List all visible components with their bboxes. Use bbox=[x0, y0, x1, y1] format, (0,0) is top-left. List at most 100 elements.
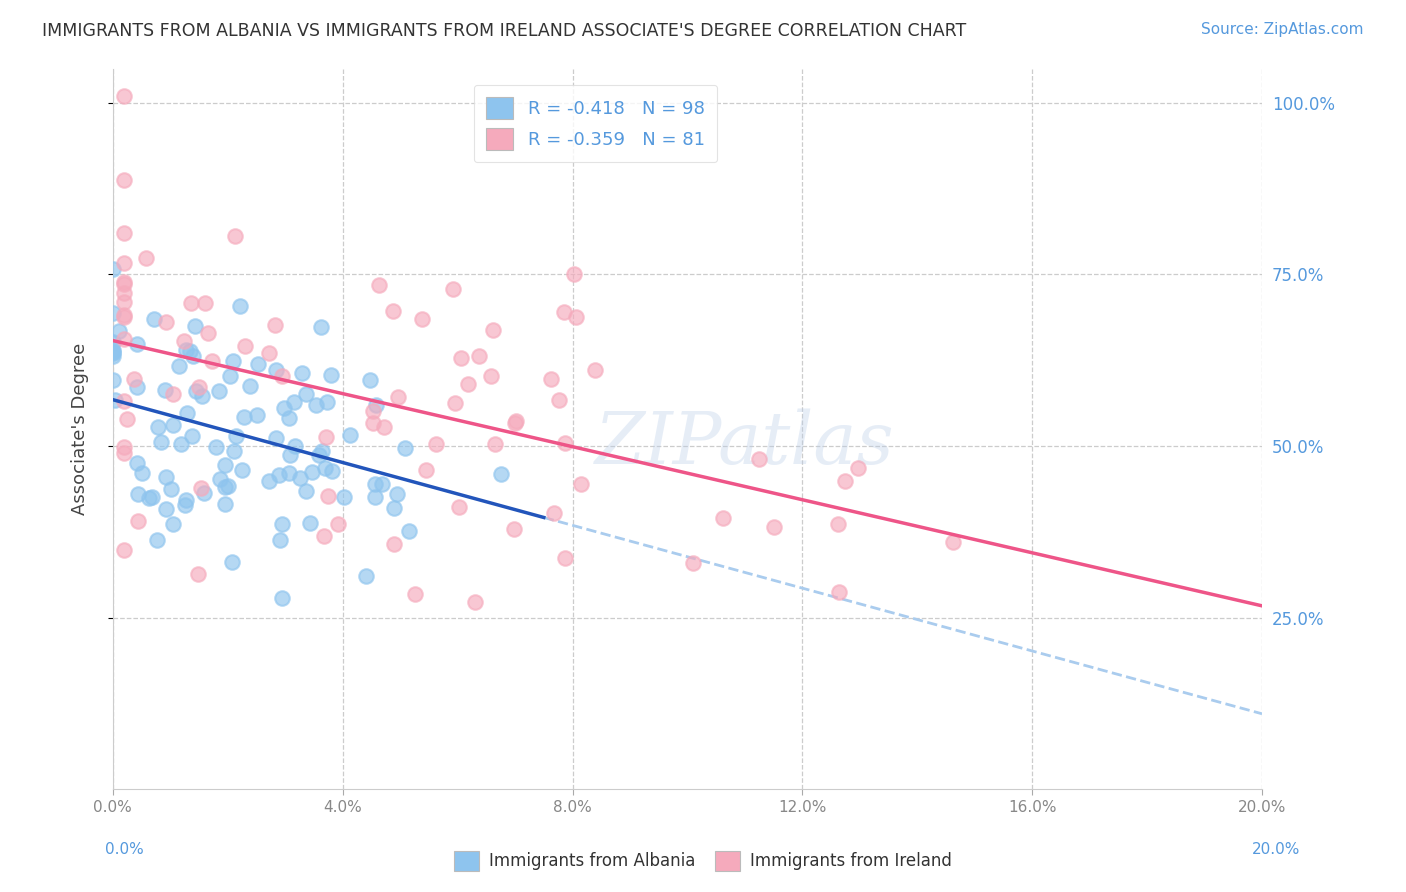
Point bbox=[269, 533, 291, 548]
Point bbox=[763, 519, 786, 533]
Point bbox=[311, 444, 333, 458]
Point bbox=[294, 386, 316, 401]
Point bbox=[291, 366, 314, 380]
Point bbox=[155, 384, 177, 398]
Point bbox=[187, 380, 209, 394]
Point bbox=[101, 335, 124, 350]
Point bbox=[214, 458, 236, 473]
Point bbox=[339, 428, 361, 442]
Point bbox=[411, 312, 433, 326]
Point bbox=[112, 275, 135, 289]
Point bbox=[387, 487, 409, 501]
Point bbox=[214, 498, 236, 512]
Point bbox=[290, 471, 312, 485]
Point bbox=[312, 529, 335, 543]
Point bbox=[449, 500, 471, 515]
Point bbox=[221, 555, 243, 569]
Point bbox=[179, 344, 201, 359]
Point bbox=[305, 398, 328, 412]
Point bbox=[464, 595, 486, 609]
Point bbox=[224, 444, 246, 458]
Point bbox=[174, 493, 197, 508]
Point bbox=[364, 477, 387, 491]
Point bbox=[112, 295, 135, 310]
Point bbox=[176, 406, 198, 420]
Point bbox=[503, 522, 526, 536]
Point bbox=[354, 569, 377, 583]
Point bbox=[315, 394, 337, 409]
Point bbox=[104, 392, 127, 407]
Point bbox=[150, 435, 173, 450]
Text: 0.0%: 0.0% bbox=[105, 842, 145, 856]
Point bbox=[263, 318, 285, 333]
Point bbox=[489, 467, 512, 482]
Point bbox=[382, 537, 405, 551]
Point bbox=[205, 440, 228, 454]
Point bbox=[101, 344, 124, 359]
Point bbox=[404, 587, 426, 601]
Point bbox=[162, 387, 184, 401]
Point bbox=[124, 372, 146, 386]
Point bbox=[246, 357, 269, 371]
Point bbox=[201, 353, 224, 368]
Point bbox=[112, 277, 135, 291]
Point bbox=[479, 368, 502, 383]
Point bbox=[231, 462, 253, 476]
Point bbox=[187, 566, 209, 581]
Text: ZIPatlas: ZIPatlas bbox=[595, 408, 894, 478]
Point bbox=[308, 448, 330, 462]
Point bbox=[277, 467, 299, 481]
Point bbox=[468, 349, 491, 363]
Point bbox=[382, 304, 405, 318]
Point bbox=[143, 312, 166, 326]
Point bbox=[942, 535, 965, 549]
Point bbox=[748, 451, 770, 466]
Point bbox=[298, 516, 321, 531]
Point bbox=[112, 255, 135, 269]
Point bbox=[101, 343, 124, 357]
Point bbox=[443, 396, 465, 410]
Y-axis label: Associate's Degree: Associate's Degree bbox=[72, 343, 89, 515]
Point bbox=[155, 469, 177, 483]
Point bbox=[359, 372, 381, 386]
Point bbox=[271, 369, 294, 384]
Point bbox=[503, 417, 526, 431]
Point bbox=[283, 395, 305, 409]
Point bbox=[146, 533, 169, 548]
Point bbox=[273, 401, 295, 415]
Point bbox=[370, 477, 392, 491]
Point bbox=[162, 418, 184, 433]
Text: Source: ZipAtlas.com: Source: ZipAtlas.com bbox=[1201, 22, 1364, 37]
Point bbox=[101, 373, 124, 387]
Point bbox=[394, 441, 416, 455]
Point bbox=[450, 351, 472, 366]
Point bbox=[173, 334, 195, 348]
Point bbox=[112, 543, 135, 558]
Point bbox=[259, 346, 281, 360]
Point bbox=[846, 461, 869, 475]
Point bbox=[186, 384, 208, 398]
Point bbox=[127, 487, 149, 501]
Point bbox=[191, 389, 214, 403]
Point bbox=[326, 516, 349, 531]
Point bbox=[232, 410, 254, 425]
Point bbox=[364, 490, 387, 504]
Point bbox=[155, 315, 177, 329]
Point bbox=[301, 466, 323, 480]
Point bbox=[193, 486, 215, 500]
Point bbox=[834, 474, 856, 488]
Point bbox=[115, 412, 138, 426]
Point bbox=[197, 326, 219, 341]
Point bbox=[155, 502, 177, 516]
Point bbox=[112, 226, 135, 240]
Point bbox=[270, 517, 292, 532]
Point bbox=[318, 489, 340, 503]
Point bbox=[828, 584, 851, 599]
Point bbox=[217, 479, 239, 493]
Point bbox=[382, 500, 405, 515]
Point bbox=[208, 471, 231, 485]
Point bbox=[361, 404, 384, 418]
Point bbox=[564, 310, 586, 324]
Point bbox=[222, 354, 245, 368]
Point bbox=[246, 409, 269, 423]
